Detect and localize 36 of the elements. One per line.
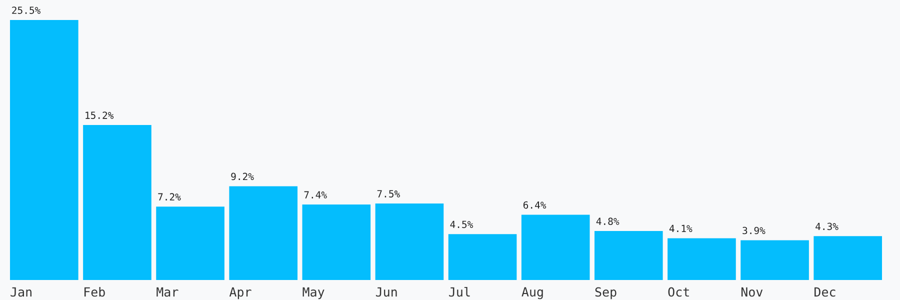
x-tick-label: Aug — [522, 287, 543, 300]
bar — [814, 236, 882, 280]
data-label: 4.5% — [450, 220, 474, 228]
x-tick-label: Dec — [814, 287, 836, 297]
data-label: 7.2% — [158, 193, 181, 200]
data-label: 7.5% — [377, 190, 400, 198]
x-tick-label: Jan — [10, 287, 32, 297]
data-label: 7.4% — [304, 191, 327, 198]
bar — [448, 234, 517, 280]
x-tick-label: Nov — [741, 287, 763, 297]
bar — [302, 204, 371, 280]
data-label: 6.4% — [523, 201, 546, 209]
bar — [156, 206, 224, 280]
bar — [740, 240, 809, 280]
x-tick-label: Feb — [84, 287, 105, 297]
data-label: 4.1% — [669, 224, 692, 232]
bar — [375, 204, 444, 280]
bar — [10, 20, 78, 280]
data-label: 25.5% — [12, 6, 40, 14]
bar — [668, 238, 736, 280]
bar — [594, 231, 663, 280]
data-label: 3.9% — [742, 226, 766, 234]
x-tick-label: Jun — [376, 287, 397, 297]
x-tick-label: Oct — [668, 287, 689, 297]
x-tick-label: Jul — [449, 286, 470, 297]
x-tick-label: May — [302, 287, 324, 300]
x-tick-label: Sep — [595, 287, 616, 300]
bar — [229, 186, 298, 280]
data-label: 15.2% — [86, 112, 114, 119]
x-tick-label: Mar — [156, 287, 178, 297]
data-label: 4.3% — [816, 222, 838, 230]
data-label: 9.2% — [231, 172, 254, 180]
data-label: 4.8% — [596, 218, 620, 226]
x-tick-label: Apr — [229, 287, 252, 300]
bar — [83, 125, 152, 280]
bar — [521, 214, 590, 280]
